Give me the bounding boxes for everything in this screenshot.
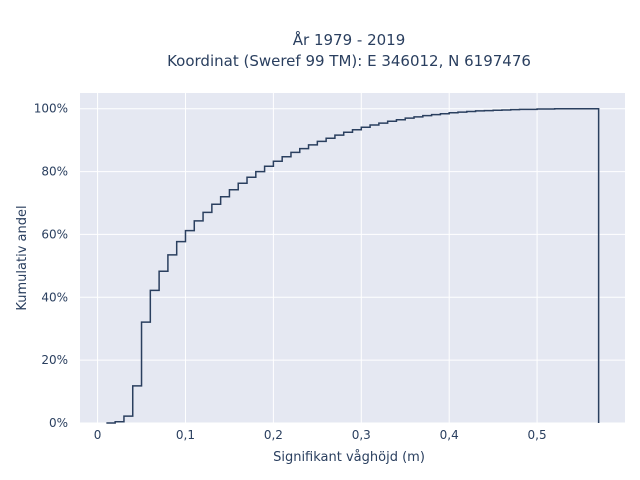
- chart-title-line-2: Koordinat (Sweref 99 TM): E 346012, N 61…: [167, 52, 531, 70]
- ecdf-step-line: [106, 107, 600, 424]
- grid-lines: [80, 93, 625, 424]
- x-tick-label: 0,3: [352, 428, 371, 442]
- y-tick-label: 40%: [41, 290, 68, 304]
- x-tick-label: 0,5: [528, 428, 547, 442]
- x-tick-label: 0,4: [440, 428, 459, 442]
- y-tick-label: 100%: [34, 102, 68, 116]
- plot-area: [80, 93, 625, 423]
- chart-title-line-1: År 1979 - 2019: [293, 30, 406, 49]
- x-axis-title: Signifikant våghöjd (m): [273, 450, 425, 465]
- y-axis-title: Kumulativ andel: [15, 205, 30, 310]
- x-tick-label: 0: [94, 428, 102, 442]
- y-tick-label: 0%: [49, 416, 68, 430]
- axis-ticks: 0 0,1 0,2 0,3 0,4 0,5 0% 20% 40% 60% 80% 100%: [34, 102, 547, 442]
- y-tick-label: 60%: [41, 227, 68, 241]
- x-tick-label: 0,2: [264, 428, 283, 442]
- y-tick-label: 80%: [41, 165, 68, 179]
- x-tick-label: 0,1: [176, 428, 195, 442]
- y-tick-label: 20%: [41, 353, 68, 367]
